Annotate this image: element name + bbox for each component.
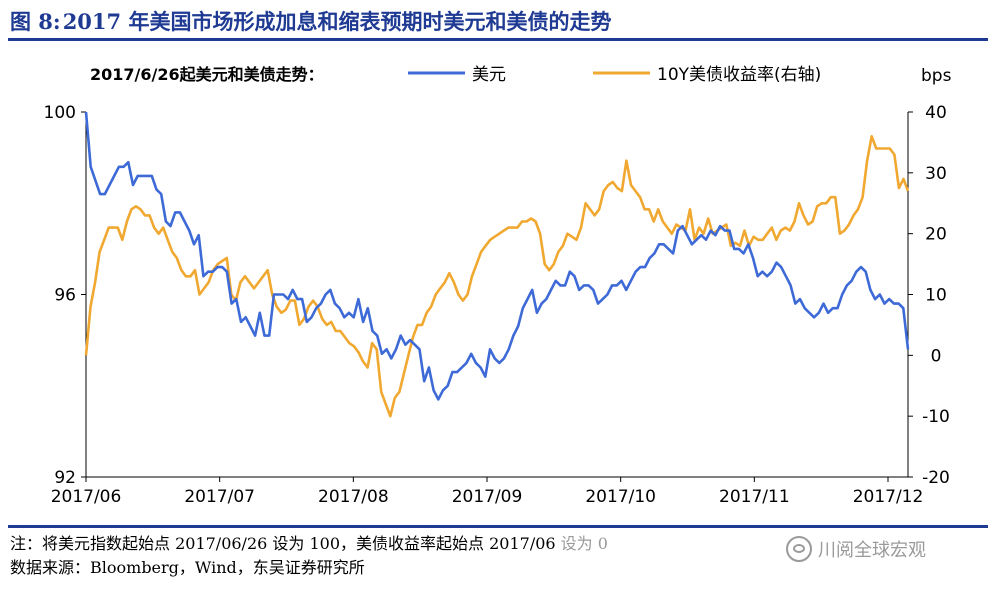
x-axis-ticks: 2017/06 2017/07 2017/08 2017/09 2017/10 2017/… — [51, 477, 924, 507]
x-tick-label: 2017/11 — [719, 487, 790, 507]
left-tick-label: 100 — [44, 103, 76, 123]
right-tick-label: 40 — [925, 103, 947, 123]
title-rule — [8, 38, 988, 41]
right-tick-label: -10 — [922, 407, 950, 427]
bottom-rule — [8, 525, 988, 528]
x-tick-label: 2017/10 — [585, 487, 656, 507]
right-axis-ticks: -20 -10 0 10 20 30 40 — [908, 103, 950, 488]
right-tick-label: -20 — [922, 468, 950, 488]
x-tick-label: 2017/08 — [318, 487, 389, 507]
right-tick-label: 0 — [931, 346, 942, 366]
notes: 注：将美元指数起始点 2017/06/26 设为 100，美债收益率起始点 20… — [10, 532, 608, 580]
note-source: 数据来源：Bloomberg，Wind，东吴证券研究所 — [10, 558, 365, 577]
series-line-usd — [84, 111, 910, 401]
note-line-1: 注：将美元指数起始点 2017/06/26 设为 100，美债收益率起始点 20… — [10, 534, 608, 553]
series-line-ust10y — [84, 135, 910, 418]
figure-number: 图 8: — [10, 9, 61, 34]
watermark-text: 川阅全球宏观 — [818, 540, 926, 561]
x-tick-label: 2017/06 — [51, 487, 122, 507]
x-tick-label: 2017/09 — [452, 487, 523, 507]
legend-label-ust10y: 10Y美债收益率(右轴) — [657, 65, 821, 85]
right-axis-unit: bps — [921, 66, 952, 86]
wechat-icon — [786, 536, 812, 562]
x-tick-label: 2017/07 — [184, 487, 255, 507]
axes — [85, 112, 909, 478]
right-tick-label: 20 — [925, 225, 947, 245]
left-axis-ticks: 92 96 100 — [44, 103, 86, 488]
right-tick-label: 10 — [925, 286, 947, 306]
chart: 2017/6/26起美元和美债走势： 美元 10Y美债收益率(右轴) bps 9… — [44, 65, 952, 507]
left-tick-label: 92 — [54, 468, 76, 488]
right-tick-label: 30 — [925, 164, 947, 184]
chart-subtitle: 2017/6/26起美元和美债走势： — [90, 65, 324, 84]
figure-title: 图 8:2017 年美国市场形成加息和缩表预期时美元和美债的走势 — [10, 6, 611, 36]
left-tick-label: 96 — [54, 286, 76, 306]
x-tick-label: 2017/12 — [853, 487, 924, 507]
note-line-1-tail: 设为 0 — [560, 534, 608, 553]
legend-label-usd: 美元 — [472, 65, 506, 85]
figure-title-text: 2017 年美国市场形成加息和缩表预期时美元和美债的走势 — [62, 9, 612, 34]
series-lines — [84, 111, 910, 418]
watermark: 川阅全球宏观 — [786, 536, 926, 562]
